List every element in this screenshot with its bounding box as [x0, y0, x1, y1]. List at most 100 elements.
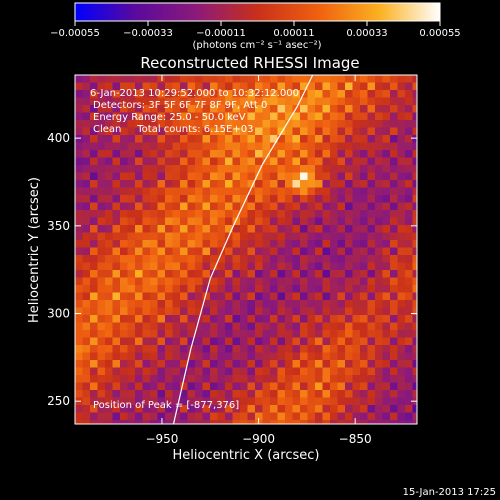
heatmap-cell: [187, 142, 196, 151]
heatmap-cell: [390, 225, 399, 234]
heatmap-cell: [195, 187, 204, 196]
heatmap-cell: [397, 240, 406, 249]
heatmap-cell: [405, 412, 414, 421]
heatmap-cell: [165, 390, 174, 399]
heatmap-cell: [82, 412, 91, 421]
heatmap-cell: [292, 217, 301, 226]
heatmap-cell: [195, 142, 204, 151]
heatmap-cell: [225, 360, 234, 369]
heatmap-cell: [112, 247, 121, 256]
heatmap-cell: [337, 165, 346, 174]
heatmap-cell: [270, 382, 279, 391]
heatmap-cell: [397, 112, 406, 121]
heatmap-cell: [367, 202, 376, 211]
heatmap-cell: [382, 360, 391, 369]
heatmap-cell: [202, 270, 211, 279]
heatmap-cell: [157, 300, 166, 309]
heatmap-cell: [187, 412, 196, 421]
heatmap-cell: [367, 75, 376, 84]
heatmap-cell: [142, 210, 151, 219]
heatmap-cell: [127, 75, 136, 84]
heatmap-cell: [405, 382, 414, 391]
heatmap-cell: [75, 420, 84, 424]
heatmap-cell: [210, 232, 219, 241]
heatmap-cell: [247, 285, 256, 294]
heatmap-cell: [337, 180, 346, 189]
heatmap-cell: [180, 135, 189, 144]
heatmap-cell: [90, 105, 99, 114]
heatmap-cell: [397, 82, 406, 91]
heatmap-cell: [135, 247, 144, 256]
heatmap-cell: [262, 397, 271, 406]
heatmap-cell: [120, 412, 129, 421]
heatmap-cell: [142, 127, 151, 136]
heatmap-cell: [90, 112, 99, 121]
heatmap-cell: [270, 97, 279, 106]
heatmap-cell: [247, 247, 256, 256]
heatmap-cell: [330, 375, 339, 384]
heatmap-cell: [322, 390, 331, 399]
heatmap-cell: [270, 292, 279, 301]
heatmap-cell: [322, 322, 331, 331]
heatmap-cell: [120, 75, 129, 84]
heatmap-cell: [247, 75, 256, 84]
heatmap-cell: [75, 157, 84, 166]
heatmap-cell: [322, 292, 331, 301]
heatmap-cell: [330, 180, 339, 189]
heatmap-cell: [195, 112, 204, 121]
heatmap-cell: [360, 337, 369, 346]
heatmap-cell: [97, 247, 106, 256]
heatmap-cell: [390, 397, 399, 406]
heatmap-cell: [352, 412, 361, 421]
heatmap-cell: [217, 142, 226, 151]
heatmap-cell: [375, 157, 384, 166]
heatmap-cell: [112, 337, 121, 346]
heatmap-cell: [90, 142, 99, 151]
heatmap-cell: [75, 382, 84, 391]
heatmap-cell: [135, 405, 144, 414]
heatmap-cell: [352, 397, 361, 406]
heatmap-cell: [157, 345, 166, 354]
heatmap-cell: [375, 195, 384, 204]
heatmap-cell: [412, 142, 417, 151]
heatmap-cell: [135, 187, 144, 196]
heatmap-cell: [337, 322, 346, 331]
heatmap-cell: [412, 405, 417, 414]
heatmap-cell: [352, 142, 361, 151]
heatmap-cell: [262, 172, 271, 181]
heatmap-cell: [277, 217, 286, 226]
heatmap-cell: [307, 397, 316, 406]
heatmap-cell: [352, 240, 361, 249]
heatmap-cell: [285, 187, 294, 196]
heatmap-cell: [97, 337, 106, 346]
heatmap-cell: [112, 300, 121, 309]
heatmap-cell: [135, 255, 144, 264]
heatmap-cell: [412, 195, 417, 204]
heatmap-cell: [255, 97, 264, 106]
heatmap-cell: [82, 120, 91, 129]
heatmap-cell: [382, 262, 391, 271]
heatmap-cell: [255, 247, 264, 256]
heatmap-cell: [367, 97, 376, 106]
heatmap-cell: [352, 120, 361, 129]
heatmap-cell: [300, 217, 309, 226]
heatmap-cell: [247, 120, 256, 129]
heatmap-cell: [165, 225, 174, 234]
heatmap-cell: [120, 337, 129, 346]
heatmap-cell: [397, 202, 406, 211]
heatmap-cell: [232, 345, 241, 354]
heatmap-cell: [172, 397, 181, 406]
heatmap-cell: [195, 195, 204, 204]
heatmap-cell: [375, 277, 384, 286]
heatmap-cell: [322, 165, 331, 174]
heatmap-cell: [285, 82, 294, 91]
heatmap-cell: [300, 322, 309, 331]
heatmap-cell: [97, 187, 106, 196]
heatmap-cell: [352, 195, 361, 204]
heatmap-cell: [300, 315, 309, 324]
heatmap-cell: [82, 157, 91, 166]
heatmap-cell: [270, 330, 279, 339]
heatmap-cell: [262, 315, 271, 324]
heatmap-cell: [382, 195, 391, 204]
heatmap-cell: [307, 420, 316, 424]
